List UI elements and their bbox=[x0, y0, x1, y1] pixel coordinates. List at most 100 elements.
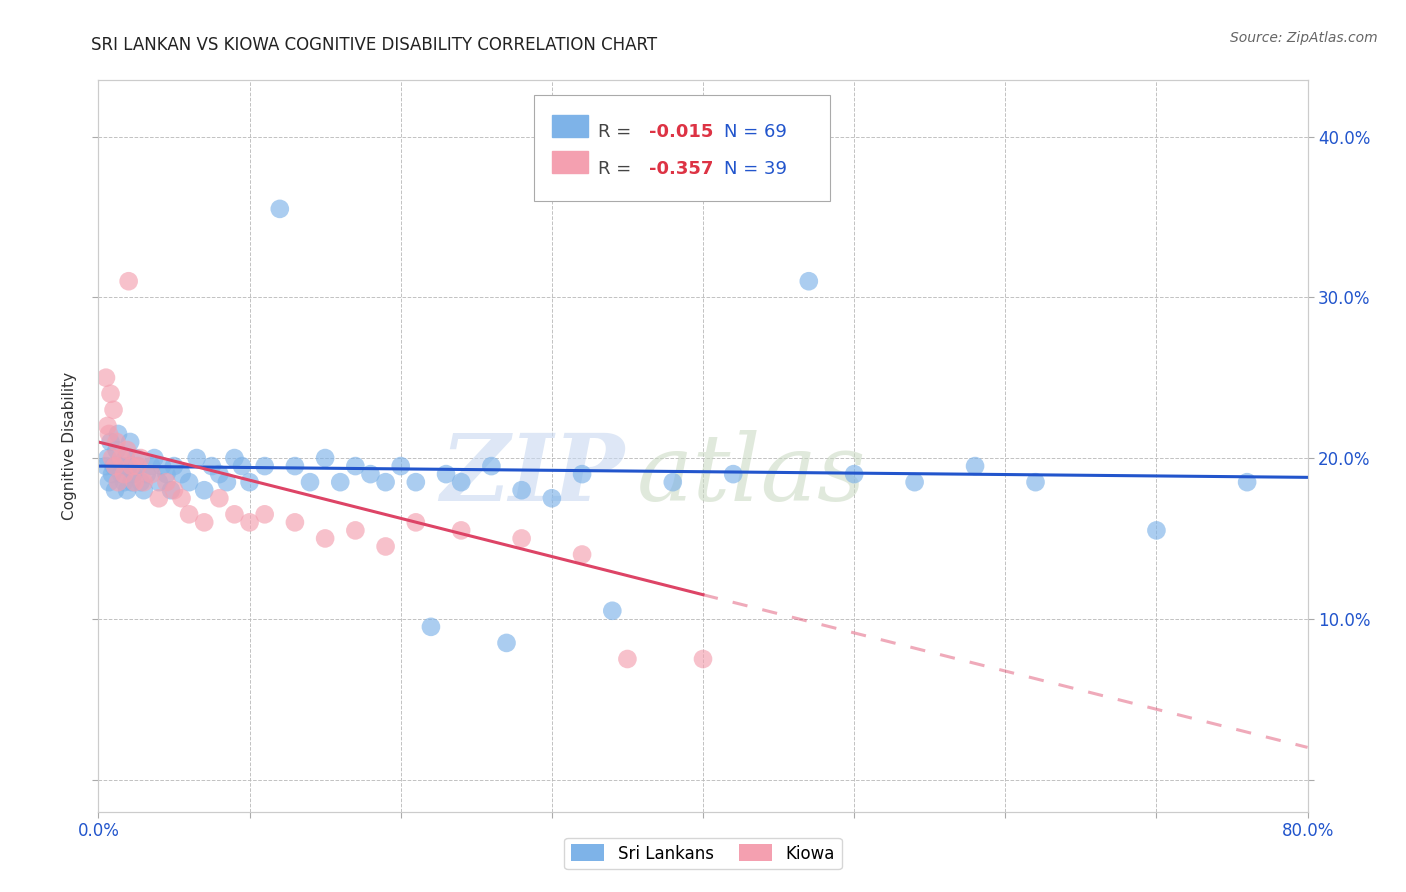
Text: ZIP: ZIP bbox=[440, 430, 624, 520]
Point bbox=[105, 443, 128, 458]
Point bbox=[143, 451, 166, 466]
Point bbox=[155, 475, 177, 490]
Point bbox=[797, 274, 820, 288]
Point bbox=[208, 467, 231, 482]
Point bbox=[1024, 475, 1046, 490]
Point bbox=[571, 467, 593, 482]
Text: -0.015: -0.015 bbox=[648, 123, 713, 142]
Point bbox=[224, 451, 246, 466]
Point bbox=[129, 475, 152, 490]
Point bbox=[329, 475, 352, 490]
Point bbox=[692, 652, 714, 666]
Point bbox=[344, 459, 367, 474]
Point bbox=[284, 459, 307, 474]
Point bbox=[112, 467, 135, 482]
Point bbox=[170, 491, 193, 506]
FancyBboxPatch shape bbox=[534, 95, 830, 201]
Point bbox=[118, 459, 141, 474]
Point bbox=[360, 467, 382, 482]
Text: R =: R = bbox=[598, 160, 637, 178]
Point bbox=[107, 475, 129, 490]
Point bbox=[602, 604, 624, 618]
Point bbox=[481, 459, 503, 474]
Point bbox=[132, 483, 155, 498]
Point bbox=[193, 516, 215, 530]
Point bbox=[1236, 475, 1258, 490]
Point bbox=[110, 467, 132, 482]
Bar bbox=[551, 115, 588, 136]
Point bbox=[125, 451, 148, 466]
Point bbox=[104, 459, 127, 474]
Point bbox=[112, 475, 135, 490]
Point bbox=[132, 475, 155, 490]
Legend: Sri Lankans, Kiowa: Sri Lankans, Kiowa bbox=[564, 838, 842, 869]
Point bbox=[510, 532, 533, 546]
Point bbox=[163, 459, 186, 474]
Point bbox=[186, 451, 208, 466]
Point bbox=[179, 475, 201, 490]
Point bbox=[314, 451, 336, 466]
Bar bbox=[551, 152, 588, 173]
Point bbox=[231, 459, 253, 474]
Point bbox=[904, 475, 927, 490]
Point bbox=[155, 467, 177, 482]
Point bbox=[965, 459, 987, 474]
Point bbox=[150, 459, 173, 474]
Point bbox=[98, 426, 121, 441]
Point bbox=[434, 467, 457, 482]
Point bbox=[1144, 524, 1167, 538]
Point bbox=[389, 459, 412, 474]
Point bbox=[94, 459, 117, 474]
Point bbox=[107, 426, 129, 441]
Point bbox=[844, 467, 866, 482]
Point bbox=[94, 370, 117, 384]
Point bbox=[100, 386, 122, 401]
Point bbox=[135, 467, 157, 482]
Point bbox=[101, 451, 124, 466]
Point bbox=[111, 459, 134, 474]
Point bbox=[253, 508, 276, 522]
Point bbox=[344, 524, 367, 538]
Point bbox=[540, 491, 562, 506]
Point bbox=[141, 467, 163, 482]
Point bbox=[160, 483, 183, 498]
Point bbox=[124, 475, 146, 490]
Point bbox=[163, 483, 186, 498]
Point bbox=[661, 475, 683, 490]
Text: R =: R = bbox=[598, 123, 637, 142]
Point bbox=[405, 516, 427, 530]
Point bbox=[103, 402, 125, 417]
Point bbox=[103, 459, 125, 474]
Point bbox=[98, 475, 121, 490]
Point bbox=[215, 475, 238, 490]
Point bbox=[224, 508, 246, 522]
Point bbox=[148, 491, 170, 506]
Text: Source: ZipAtlas.com: Source: ZipAtlas.com bbox=[1230, 31, 1378, 45]
Point bbox=[208, 491, 231, 506]
Point bbox=[115, 443, 138, 458]
Point bbox=[374, 475, 396, 490]
Point bbox=[148, 475, 170, 490]
Point bbox=[118, 274, 141, 288]
Point bbox=[105, 434, 128, 449]
Point bbox=[121, 459, 143, 474]
Point bbox=[127, 459, 149, 474]
Point bbox=[129, 451, 152, 466]
Point bbox=[104, 483, 127, 498]
Point bbox=[179, 508, 201, 522]
Point bbox=[420, 620, 443, 634]
Point bbox=[120, 434, 142, 449]
Point bbox=[170, 467, 193, 482]
Point bbox=[374, 540, 396, 554]
Point bbox=[723, 467, 745, 482]
Point bbox=[122, 467, 145, 482]
Point bbox=[616, 652, 638, 666]
Text: SRI LANKAN VS KIOWA COGNITIVE DISABILITY CORRELATION CHART: SRI LANKAN VS KIOWA COGNITIVE DISABILITY… bbox=[91, 36, 658, 54]
Point bbox=[450, 475, 472, 490]
Point bbox=[571, 548, 593, 562]
Point bbox=[201, 459, 224, 474]
Point bbox=[127, 459, 149, 474]
Point bbox=[450, 524, 472, 538]
Text: atlas: atlas bbox=[637, 430, 866, 520]
Point bbox=[101, 467, 124, 482]
